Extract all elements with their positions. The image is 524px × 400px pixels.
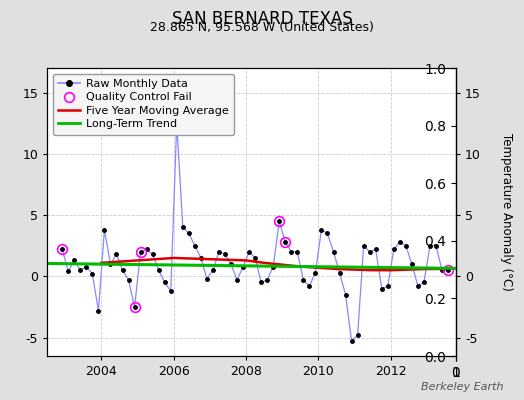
- Text: 28.865 N, 95.568 W (United States): 28.865 N, 95.568 W (United States): [150, 21, 374, 34]
- Legend: Raw Monthly Data, Quality Control Fail, Five Year Moving Average, Long-Term Tren: Raw Monthly Data, Quality Control Fail, …: [53, 74, 234, 135]
- Y-axis label: Temperature Anomaly (°C): Temperature Anomaly (°C): [500, 133, 513, 291]
- Text: Berkeley Earth: Berkeley Earth: [421, 382, 503, 392]
- Text: SAN BERNARD TEXAS: SAN BERNARD TEXAS: [172, 10, 352, 28]
